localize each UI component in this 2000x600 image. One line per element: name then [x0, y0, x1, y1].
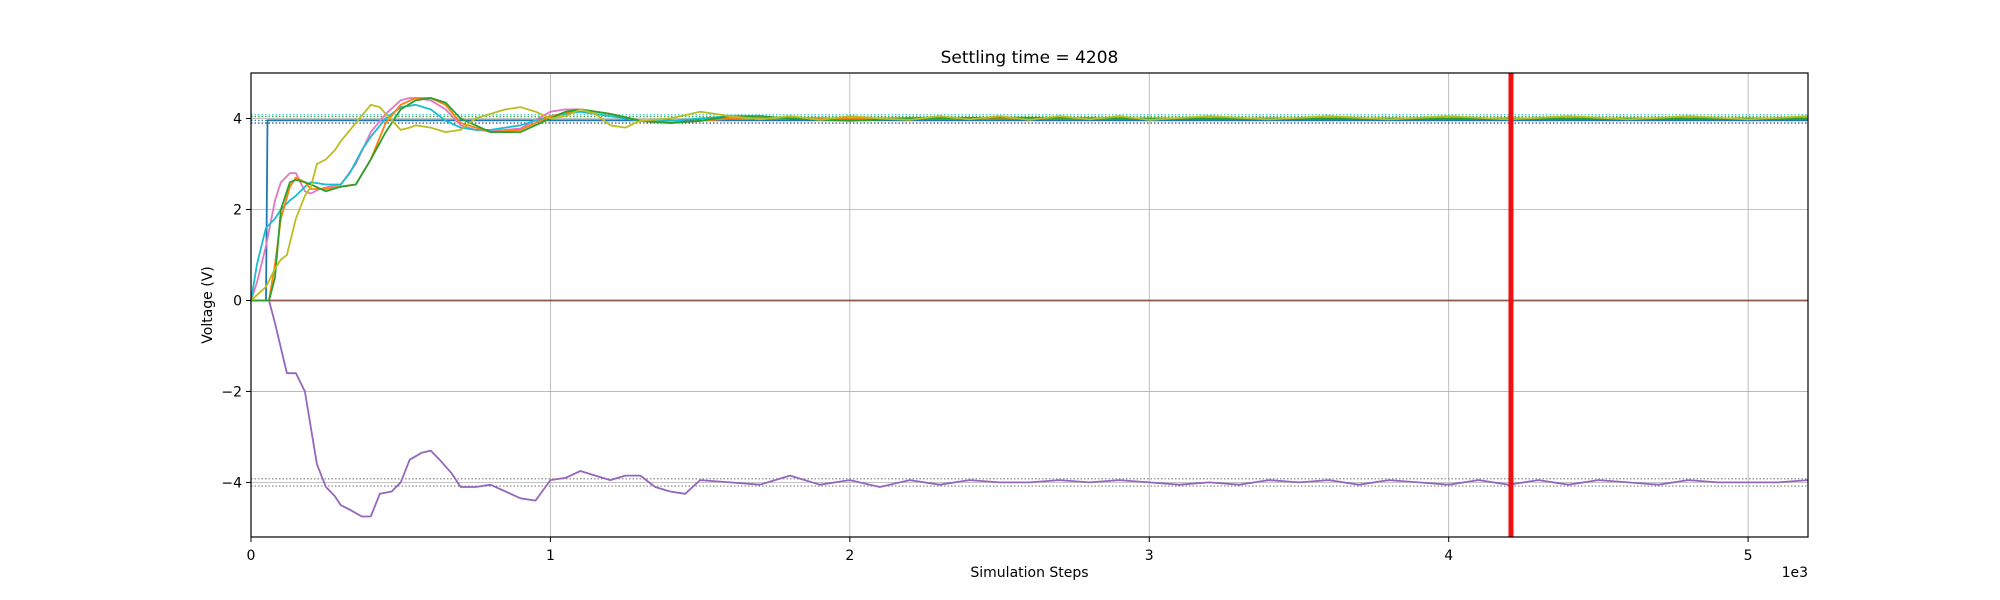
- x-tick-label: 5: [1744, 548, 1753, 564]
- y-tick-label: 4: [233, 111, 242, 127]
- x-tick-label: 2: [845, 548, 854, 564]
- y-tick-label: 2: [233, 202, 242, 218]
- y-tick-label: −4: [221, 475, 242, 491]
- x-axis-multiplier: 1e3: [1782, 565, 1808, 581]
- series-line-4: [250, 97, 1808, 301]
- chart-title: Settling time = 4208: [941, 48, 1119, 68]
- x-tick-label: 4: [1444, 548, 1453, 564]
- y-tick-label: 0: [233, 293, 242, 309]
- series-lines: [250, 97, 1809, 518]
- x-tick-label: 1: [546, 548, 555, 564]
- x-axis-label: Simulation Steps: [970, 565, 1088, 581]
- series-line-7: [251, 97, 1808, 302]
- series-line-1: [251, 119, 1808, 302]
- x-tick-label: 0: [247, 548, 256, 564]
- y-axis-label: Voltage (V): [200, 266, 216, 343]
- x-tick-label: 3: [1145, 548, 1154, 564]
- series-line-8: [250, 103, 1809, 302]
- grid-lines: [250, 73, 1808, 537]
- series-line-6: [251, 97, 1808, 302]
- axis-ticks: 0 1 2 3 4 5 −4 −2 0 2 4: [221, 111, 1752, 564]
- series-line-3: [251, 299, 1809, 518]
- series-line-5: [250, 103, 1808, 301]
- y-tick-label: −2: [221, 384, 242, 400]
- plot-frame: [250, 72, 1809, 538]
